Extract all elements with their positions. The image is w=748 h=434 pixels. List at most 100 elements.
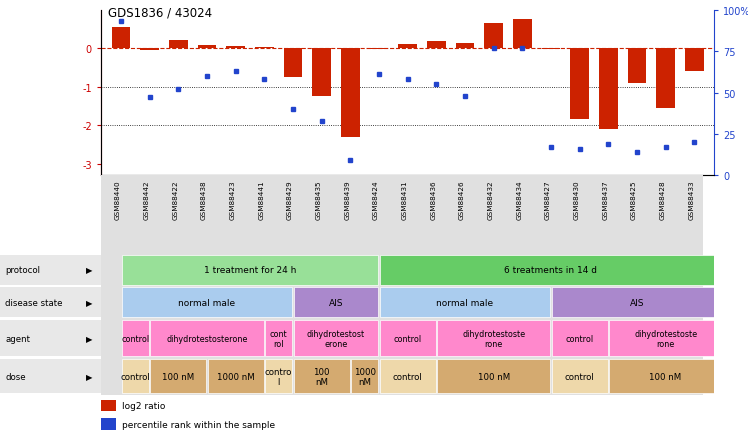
Bar	[293, 288, 378, 318]
Bar	[313, 49, 331, 97]
Text: disease state: disease state	[5, 298, 63, 307]
Bar	[122, 359, 149, 394]
Text: 1000 nM: 1000 nM	[217, 372, 254, 381]
Bar	[265, 321, 292, 356]
Bar	[656, 49, 675, 108]
Text: ▶: ▶	[86, 298, 92, 307]
Bar	[122, 321, 149, 356]
Bar	[513, 20, 532, 49]
Text: GSM88431: GSM88431	[402, 180, 408, 219]
Text: protocol: protocol	[5, 266, 40, 275]
Text: control: control	[565, 372, 595, 381]
Bar	[122, 255, 378, 285]
Bar	[293, 359, 350, 394]
Text: 1 treatment for 24 h: 1 treatment for 24 h	[204, 266, 296, 275]
Bar	[379, 359, 436, 394]
Bar	[379, 255, 723, 285]
Bar	[399, 45, 417, 49]
Text: GSM88434: GSM88434	[516, 180, 522, 219]
Text: GSM88442: GSM88442	[144, 180, 150, 219]
Text: GSM88441: GSM88441	[258, 180, 264, 219]
Bar	[227, 47, 245, 49]
Bar	[150, 359, 206, 394]
Bar	[197, 46, 216, 49]
Bar	[609, 359, 723, 394]
Text: GSM88429: GSM88429	[287, 180, 293, 219]
Bar	[609, 321, 723, 356]
Text: GSM88422: GSM88422	[172, 180, 178, 219]
Text: control: control	[565, 334, 594, 343]
Bar	[101, 400, 117, 411]
Text: GSM88436: GSM88436	[430, 180, 436, 219]
Text: 100 nM: 100 nM	[162, 372, 194, 381]
Bar	[628, 49, 646, 84]
Text: ▶: ▶	[86, 372, 92, 381]
Text: normal male: normal male	[179, 298, 236, 307]
Bar	[255, 48, 274, 49]
Text: contro
l: contro l	[265, 367, 292, 386]
Bar	[141, 49, 159, 51]
Text: dihydrotestoste
rone: dihydrotestoste rone	[462, 329, 525, 348]
Text: dihydrotestosterone: dihydrotestosterone	[166, 334, 248, 343]
Bar	[150, 321, 264, 356]
Bar	[208, 359, 264, 394]
Text: control: control	[121, 334, 150, 343]
Text: agent: agent	[5, 334, 30, 343]
Bar	[101, 418, 117, 430]
Bar	[456, 43, 474, 49]
Text: control: control	[120, 372, 150, 381]
Text: GSM88424: GSM88424	[373, 180, 379, 219]
Text: normal male: normal male	[436, 298, 494, 307]
Text: GSM88435: GSM88435	[316, 180, 322, 219]
Bar	[427, 42, 446, 49]
Bar	[122, 288, 292, 318]
Bar	[485, 24, 503, 49]
Text: control: control	[393, 334, 422, 343]
Text: log2 ratio: log2 ratio	[123, 401, 166, 411]
Bar	[370, 49, 388, 50]
Bar	[437, 359, 551, 394]
Text: 1000
nM: 1000 nM	[354, 367, 375, 386]
Bar	[351, 359, 378, 394]
Bar	[685, 49, 704, 72]
Text: GDS1836 / 43024: GDS1836 / 43024	[108, 7, 212, 20]
Bar	[551, 321, 607, 356]
Bar	[293, 321, 378, 356]
Text: GSM88432: GSM88432	[488, 180, 494, 219]
Text: GSM88427: GSM88427	[545, 180, 551, 219]
Bar	[542, 49, 560, 50]
Text: GSM88428: GSM88428	[660, 180, 666, 219]
Text: control: control	[393, 372, 423, 381]
Bar	[379, 321, 436, 356]
Bar	[551, 288, 723, 318]
Text: GSM88425: GSM88425	[631, 180, 637, 219]
Text: GSM88433: GSM88433	[688, 180, 694, 219]
Text: 100 nM: 100 nM	[477, 372, 510, 381]
Bar	[341, 49, 360, 138]
Text: percentile rank within the sample: percentile rank within the sample	[123, 420, 275, 429]
Text: GSM88426: GSM88426	[459, 180, 465, 219]
Bar	[379, 288, 551, 318]
Text: AIS: AIS	[630, 298, 644, 307]
Bar	[570, 49, 589, 120]
Text: GSM88423: GSM88423	[230, 180, 236, 219]
Bar	[111, 28, 130, 49]
Text: 100
nM: 100 nM	[313, 367, 330, 386]
Bar	[265, 359, 292, 394]
Text: ▶: ▶	[86, 334, 92, 343]
Bar	[283, 49, 302, 78]
Text: GSM88430: GSM88430	[574, 180, 580, 219]
Text: dihydrotestost
erone: dihydrotestost erone	[307, 329, 365, 348]
Bar	[169, 41, 188, 49]
Bar	[551, 359, 607, 394]
Text: dose: dose	[5, 372, 25, 381]
Text: 6 treatments in 14 d: 6 treatments in 14 d	[504, 266, 598, 275]
Text: AIS: AIS	[329, 298, 343, 307]
Text: GSM88437: GSM88437	[602, 180, 608, 219]
Bar	[437, 321, 551, 356]
Text: ▶: ▶	[86, 266, 92, 275]
Text: GSM88438: GSM88438	[201, 180, 207, 219]
Text: GSM88439: GSM88439	[344, 180, 350, 219]
Bar	[599, 49, 618, 130]
Text: cont
rol: cont rol	[270, 329, 287, 348]
